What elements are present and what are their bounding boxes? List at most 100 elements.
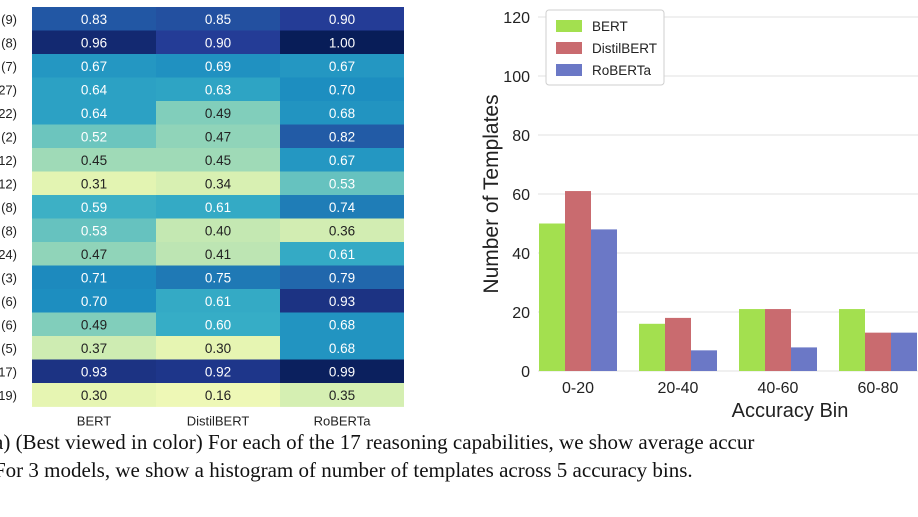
y-axis-label: Number of Templates [480, 94, 503, 293]
caption-line-2: For 3 models, we show a histogram of num… [0, 458, 693, 482]
heatmap-row-label: (2) [1, 129, 17, 144]
heatmap-cell-label: 0.67 [81, 59, 107, 74]
heatmap-cell-label: 0.93 [81, 364, 107, 379]
heatmap-chart: (9) 0.83 0.85 0.90 (8) 0.96 0.90 1.00 (7) 0.67 0.6… [0, 0, 420, 430]
heatmap-cell [280, 383, 404, 407]
heatmap-cell [156, 7, 280, 31]
heatmap-cell [32, 218, 156, 243]
heatmap-cell [280, 7, 404, 31]
heatmap-cell-label: 0.59 [81, 200, 107, 215]
heatmap-cell-label: 0.67 [329, 153, 355, 168]
heatmap-cell-label: 0.90 [205, 35, 231, 50]
legend-swatch-distilbert [556, 42, 582, 54]
heatmap-cell-label: 0.96 [81, 35, 107, 50]
heatmap-row-label: 12) [0, 176, 17, 191]
y-tick-label: 20 [512, 305, 530, 322]
heatmap-cell [156, 289, 280, 313]
heatmap-cell [32, 7, 156, 31]
heatmap-cell-label: 0.53 [81, 223, 107, 238]
heatmap-cell [156, 242, 280, 266]
heatmap-row-label: 27) [0, 82, 17, 97]
heatmap-cell [280, 148, 404, 172]
heatmap-row-label: (5) [1, 341, 17, 356]
heatmap-cell [32, 54, 156, 78]
heatmap-cell [156, 383, 280, 407]
heatmap-cell [156, 336, 280, 360]
y-tick-label: 100 [503, 69, 530, 86]
heatmap-cell-label: 0.71 [81, 270, 107, 285]
y-tick-label: 80 [512, 128, 530, 145]
heatmap-cell-label: 0.31 [81, 176, 107, 191]
y-tick-label: 120 [503, 10, 530, 27]
heatmap-cell [280, 336, 404, 360]
heatmap-cell-label: 0.61 [205, 200, 231, 215]
heatmap-cell-label: 0.40 [205, 223, 231, 238]
heatmap-cell-label: 0.68 [329, 317, 355, 332]
heatmap-cell-label: 0.69 [205, 59, 231, 74]
caption-line-1: a) (Best viewed in color) For each of th… [0, 430, 755, 454]
heatmap-cell [156, 195, 280, 219]
heatmap-row-label: 17) [0, 364, 17, 379]
heatmap-cell-label: 0.64 [81, 82, 108, 97]
heatmap-cell [156, 77, 280, 102]
heatmap-cell-label: 0.37 [81, 341, 107, 356]
heatmap-cell-label: 0.35 [329, 388, 355, 403]
heatmap-cell-label: 0.41 [205, 247, 231, 262]
heatmap-cell [32, 336, 156, 360]
heatmap-cell-label: 0.92 [205, 364, 231, 379]
heatmap-cell-label: 0.30 [81, 388, 107, 403]
heatmap-cell-label: 0.99 [329, 364, 355, 379]
heatmap-column-label: DistilBERT [187, 414, 250, 429]
heatmap-cell-label: 0.16 [205, 388, 231, 403]
heatmap-cell-label: 0.60 [205, 317, 231, 332]
heatmap-cell-label: 0.74 [329, 200, 356, 215]
bar-bert [839, 309, 865, 371]
x-axis-label: Accuracy Bin [732, 400, 849, 422]
heatmap-cell [156, 148, 280, 172]
legend-label: RoBERTa [592, 63, 652, 78]
heatmap-cell-label: 0.93 [329, 294, 355, 309]
heatmap-column-label: BERT [77, 414, 111, 429]
heatmap-cell [280, 195, 404, 219]
heatmap-row-label: 24) [0, 247, 17, 262]
heatmap-cell [32, 359, 156, 384]
heatmap-column-label: RoBERTa [314, 414, 372, 429]
heatmap-cell-label: 0.64 [81, 106, 108, 121]
heatmap-cell [32, 383, 156, 407]
heatmap-cell-label: 0.79 [329, 270, 355, 285]
heatmap-row-label: (9) [1, 12, 17, 27]
heatmap-svg: (9) 0.83 0.85 0.90 (8) 0.96 0.90 1.00 (7) 0.67 0.6… [0, 7, 404, 429]
heatmap-cell [156, 30, 280, 55]
x-tick-label: 0-20 [562, 380, 594, 397]
legend-swatch-roberta [556, 64, 582, 76]
bar-roberta [691, 350, 717, 371]
heatmap-cell [156, 359, 280, 384]
heatmap-cell-label: 0.68 [329, 341, 355, 356]
heatmap-cell-label: 0.75 [205, 270, 231, 285]
bar-roberta [591, 229, 617, 371]
y-tick-label: 40 [512, 246, 530, 263]
heatmap-row-label: (7) [1, 59, 17, 74]
heatmap-cell [280, 171, 404, 196]
bar-bert [739, 309, 765, 371]
heatmap-row-label: 22) [0, 106, 17, 121]
heatmap-cell-label: 0.52 [81, 129, 107, 144]
bar-distilbert [565, 191, 591, 371]
heatmap-cell [156, 101, 280, 125]
heatmap-cell-label: 0.49 [205, 106, 231, 121]
heatmap-cell-label: 0.30 [205, 341, 231, 356]
heatmap-cell-label: 1.00 [329, 35, 355, 50]
bar-distilbert [665, 317, 691, 371]
heatmap-cell [280, 30, 404, 55]
heatmap-cell-label: 0.70 [81, 294, 107, 309]
heatmap-cell-label: 0.82 [329, 129, 355, 144]
heatmap-cell [32, 195, 156, 219]
heatmap-cell-label: 0.67 [329, 59, 355, 74]
bar-distilbert [765, 309, 791, 371]
heatmap-row-label: (6) [1, 317, 17, 332]
heatmap-cell-label: 0.49 [81, 317, 107, 332]
heatmap-cell [280, 218, 404, 243]
heatmap-cell [156, 218, 280, 243]
heatmap-row-label: 12) [0, 153, 17, 168]
heatmap-cell [32, 30, 156, 55]
